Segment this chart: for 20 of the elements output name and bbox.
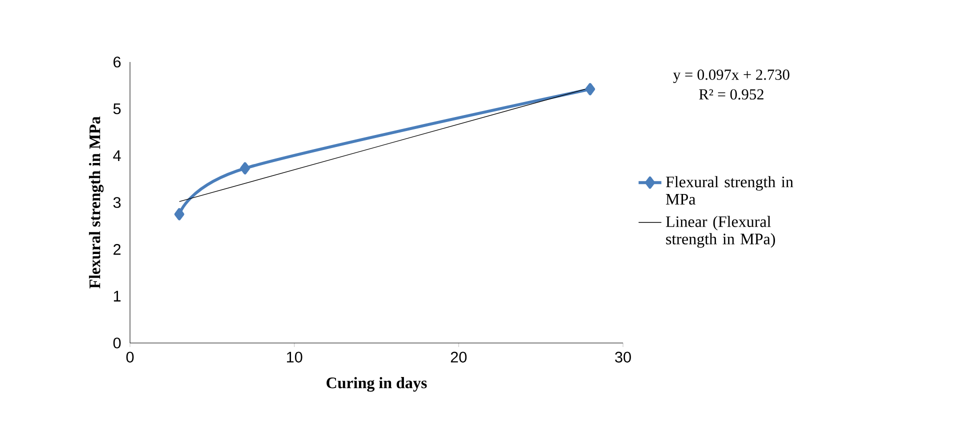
- point: [585, 83, 596, 96]
- x-tick-label: 20: [450, 352, 467, 363]
- legend-label: Flexural strength in MPa: [666, 176, 794, 205]
- point: [174, 208, 184, 220]
- x-axis-title: Curing in days: [326, 377, 427, 392]
- text: R² = 0.952: [699, 89, 764, 100]
- y-axis-title: Flexural strength in MPa: [88, 116, 104, 289]
- legend-label: Linear (Flexural strength in MPa): [666, 216, 775, 248]
- y-tick-label: 6: [114, 56, 121, 68]
- point: [240, 162, 250, 174]
- x-tick-label: 0: [126, 352, 134, 363]
- text: y = 0.097x + 2.730: [673, 70, 790, 84]
- y-tick-label: 1: [114, 290, 121, 302]
- y-tick-label: 5: [113, 104, 121, 114]
- x-tick-label: 30: [615, 352, 631, 363]
- y-tick-label: 2: [114, 244, 121, 255]
- x-tick-label: 10: [286, 352, 302, 363]
- y-tick-label: 4: [113, 150, 121, 161]
- y-tick-label: 3: [113, 197, 121, 208]
- y-tick-label: 0: [113, 338, 121, 348]
